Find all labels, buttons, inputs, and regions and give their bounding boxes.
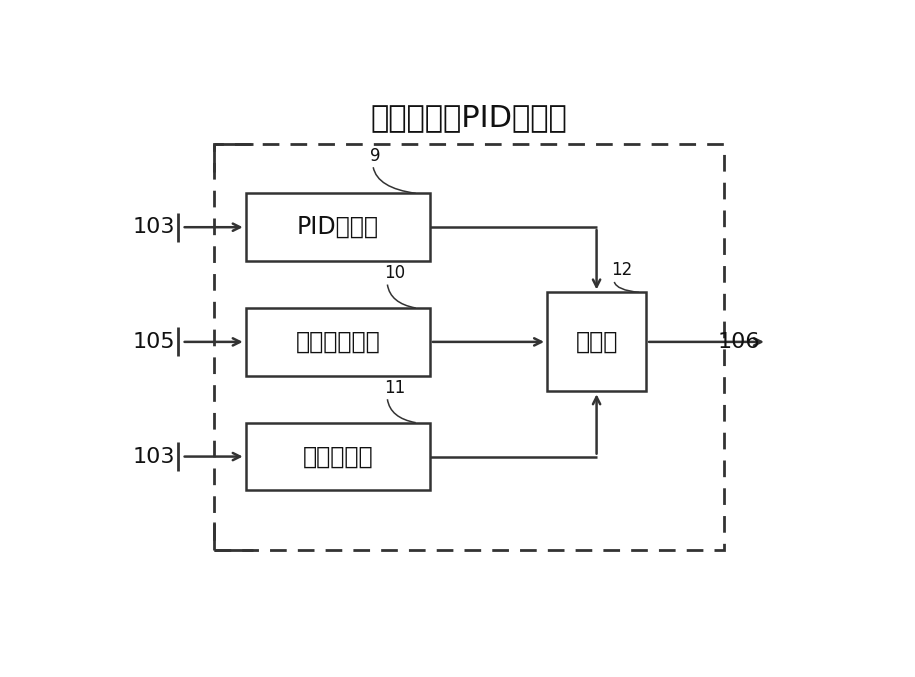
Bar bbox=[214, 144, 725, 550]
Text: 103: 103 bbox=[132, 217, 175, 237]
Text: 12: 12 bbox=[611, 261, 632, 280]
Bar bbox=[245, 194, 430, 261]
Text: 11: 11 bbox=[384, 378, 405, 397]
Bar bbox=[245, 308, 430, 376]
Bar bbox=[245, 422, 430, 490]
Text: 鲁棒控制项: 鲁棒控制项 bbox=[303, 445, 373, 468]
Text: 鲁棒自适应PID控制器: 鲁棒自适应PID控制器 bbox=[371, 103, 567, 132]
Bar bbox=[547, 292, 646, 391]
Text: 103: 103 bbox=[132, 447, 175, 466]
Text: 10: 10 bbox=[384, 264, 405, 282]
Text: 105: 105 bbox=[132, 332, 175, 352]
Text: 9: 9 bbox=[370, 147, 380, 165]
Text: 自适应控制项: 自适应控制项 bbox=[296, 330, 380, 354]
Text: 106: 106 bbox=[717, 332, 759, 352]
Text: PID控制项: PID控制项 bbox=[296, 215, 379, 239]
Text: 累加器: 累加器 bbox=[576, 330, 618, 354]
